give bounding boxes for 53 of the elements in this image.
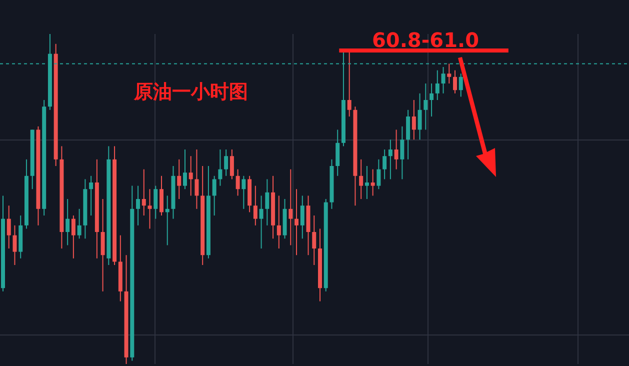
- candlestick: [447, 63, 452, 84]
- candlestick: [347, 50, 352, 117]
- candlestick: [458, 73, 463, 98]
- candlestick: [182, 149, 187, 190]
- candlestick: [194, 149, 199, 210]
- candlestick: [224, 149, 228, 176]
- candlestick: [300, 195, 304, 240]
- candlestick: [394, 129, 398, 170]
- candlestick: [218, 149, 222, 186]
- candlestick: [12, 224, 17, 266]
- candlestick: [453, 70, 458, 94]
- candlestick: [142, 168, 146, 216]
- candlestick: [77, 208, 82, 240]
- candlestick: [242, 175, 246, 210]
- candlestick: [188, 156, 193, 196]
- candlestick: [312, 215, 316, 266]
- candlestick: [66, 198, 70, 246]
- candlestick: [412, 100, 416, 140]
- annotation: 原油一小时图: [134, 80, 248, 105]
- candlestick: [177, 158, 182, 200]
- candlestick: [71, 215, 76, 259]
- candlestick: [430, 83, 434, 117]
- candlestick: [388, 139, 392, 180]
- candlestick: [230, 149, 234, 180]
- candlestick: [288, 168, 293, 246]
- candlestick: [336, 129, 340, 176]
- candlestick: [236, 168, 240, 196]
- candlestick: [376, 158, 381, 190]
- candlestick: [259, 195, 264, 249]
- candlestick: [212, 175, 216, 216]
- candlestick: [435, 70, 440, 100]
- annotation: 60.8-61.0: [372, 28, 479, 52]
- candlestick: [154, 185, 158, 220]
- candlestick: [253, 185, 258, 226]
- candlestick: [265, 178, 270, 226]
- candlestick: [400, 126, 404, 180]
- candlestick: [294, 188, 299, 256]
- candlestick: [359, 158, 364, 200]
- candlestick: [364, 166, 369, 200]
- candlestick: [159, 175, 164, 216]
- candlestick: [276, 195, 281, 249]
- candlestick: [406, 109, 410, 160]
- candlestick: [382, 149, 387, 180]
- candlestick: [441, 66, 446, 94]
- candlestick: [165, 195, 170, 246]
- candlestick: [424, 83, 428, 130]
- candlestick: [6, 205, 11, 249]
- candlestick: [100, 198, 105, 292]
- candlestick: [89, 175, 94, 216]
- candlestick: [418, 92, 422, 140]
- candlestick: [136, 185, 140, 226]
- candlestick: [370, 168, 375, 196]
- candlestick: [148, 188, 152, 230]
